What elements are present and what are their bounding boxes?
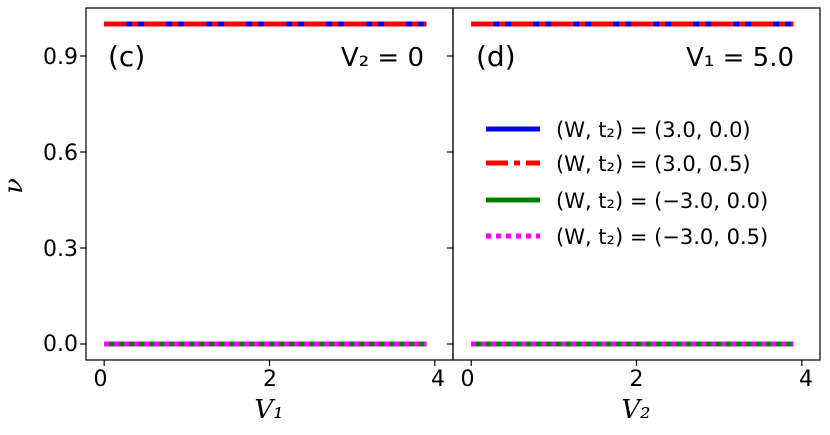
- axis-ticks: [80, 55, 803, 366]
- x-tick-label: 4: [431, 367, 445, 392]
- panel-c-series: [104, 21, 427, 347]
- x-tick-label: 0: [461, 367, 475, 392]
- panel-c-annotation: V₂ = 0: [341, 43, 424, 73]
- x-tick-label: 4: [799, 367, 813, 392]
- panel-d-series: [471, 21, 794, 347]
- x-tick-labels-d: 0 2 4: [461, 367, 814, 392]
- x-tick-label: 2: [263, 367, 277, 392]
- x-tick-label: 0: [94, 367, 108, 392]
- legend-entry: (W, t₂) = (3.0, 0.0): [556, 118, 751, 142]
- y-tick-label: 0.3: [43, 237, 78, 262]
- panel-c-label: (c): [108, 40, 145, 73]
- y-tick-label: 0.9: [43, 45, 78, 70]
- y-tick-labels: 0.0 0.3 0.6 0.9: [43, 45, 78, 357]
- legend: (W, t₂) = (3.0, 0.0) (W, t₂) = (3.0, 0.5…: [486, 118, 768, 249]
- legend-entry: (W, t₂) = (−3.0, 0.5): [556, 225, 768, 249]
- x-tick-label: 2: [630, 367, 644, 392]
- panel-d-label: (d): [476, 40, 516, 73]
- x-axis-label-c: V₁: [254, 395, 283, 425]
- x-axis-label-d: V₂: [621, 395, 650, 425]
- legend-entry: (W, t₂) = (−3.0, 0.0): [556, 189, 768, 213]
- y-tick-label: 0.6: [43, 141, 78, 166]
- x-tick-labels-c: 0 2 4: [94, 367, 446, 392]
- panel-d-annotation: V₁ = 5.0: [686, 43, 794, 73]
- y-tick-label: 0.0: [43, 332, 78, 357]
- y-axis-label: ν: [0, 178, 29, 194]
- legend-entry: (W, t₂) = (3.0, 0.5): [556, 152, 751, 176]
